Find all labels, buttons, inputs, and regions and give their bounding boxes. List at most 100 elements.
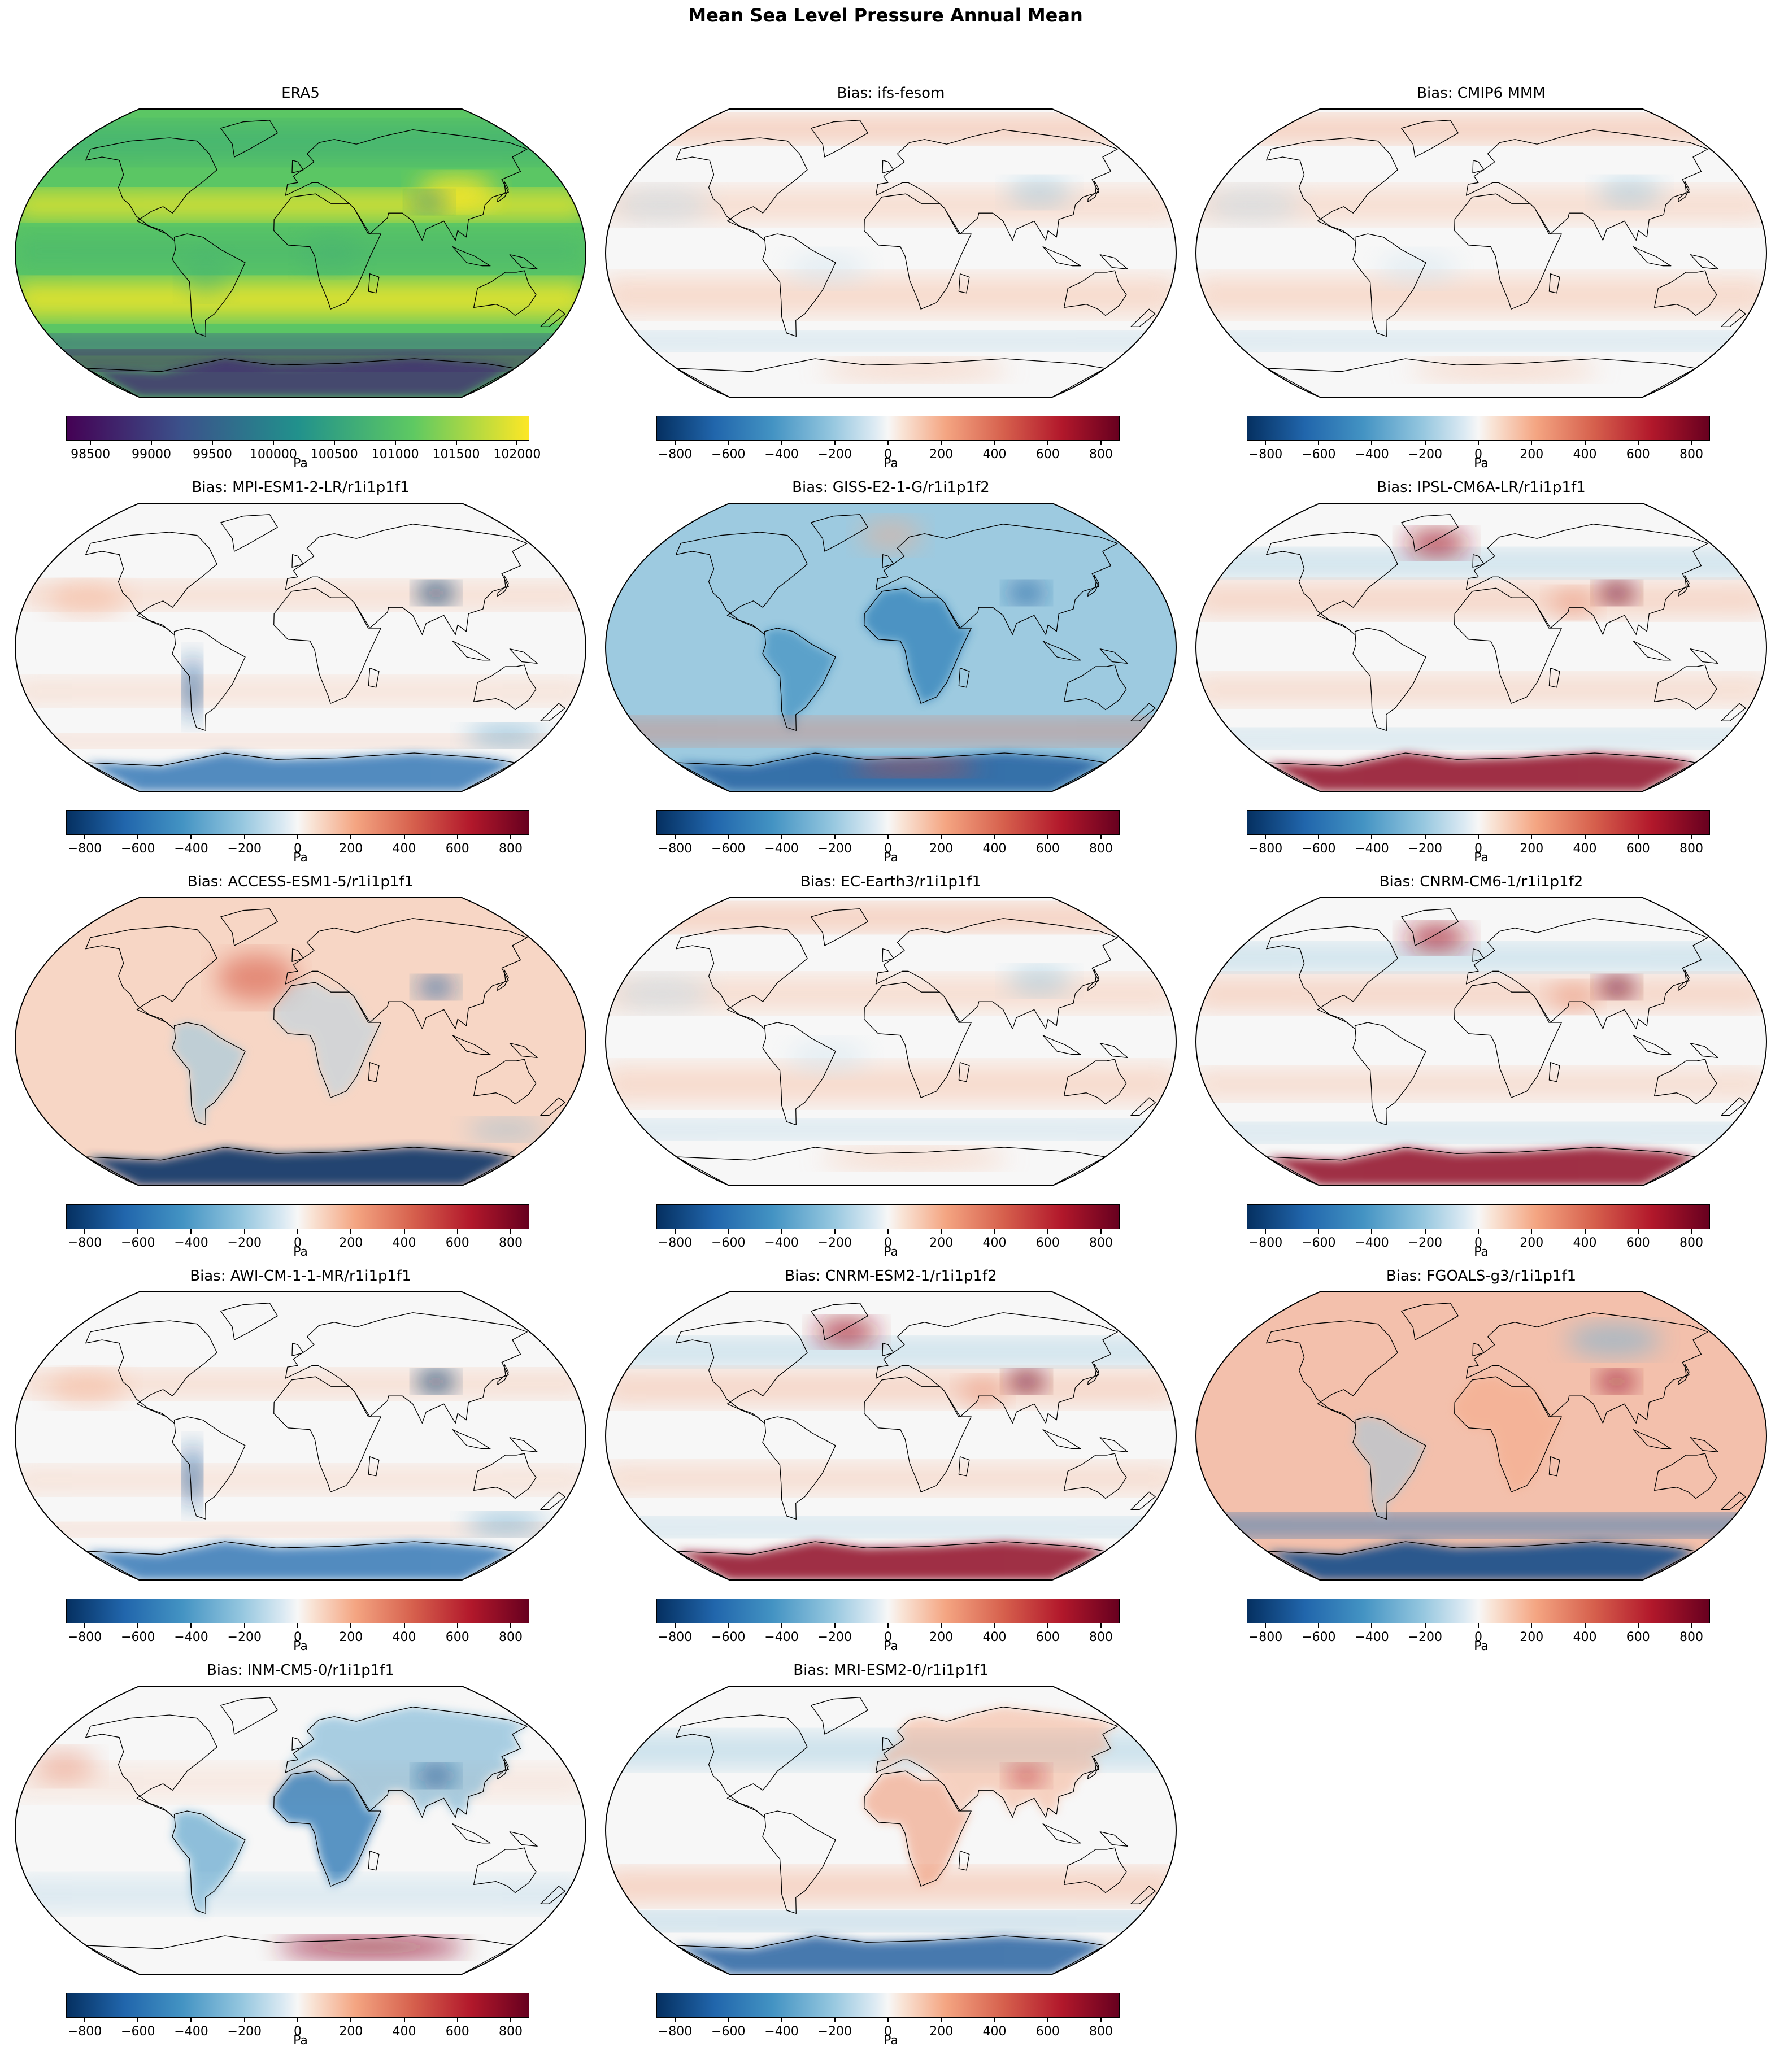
map-bias-8 (1195, 897, 1768, 1186)
map-field (1196, 109, 1766, 397)
colorbar-unit-label: Pa (1474, 1639, 1489, 1653)
colorbar-tick (1424, 1229, 1426, 1234)
coastline-uk (291, 948, 304, 962)
colorbar-tick-label: 0 (1474, 447, 1482, 462)
colorbar-tick (994, 2018, 995, 2022)
colorbar-tick (1691, 1623, 1692, 1628)
colorbar-tick (781, 835, 782, 839)
colorbar-tick-label: −800 (658, 2025, 693, 2039)
colorbar-tick (84, 1623, 85, 1628)
map-field (606, 1292, 1176, 1580)
colorbar-ticks: −800 −600 −400 −200 0 200 400 600 800 (656, 835, 1120, 857)
colorbar-tick-label: −200 (817, 2025, 852, 2039)
colorbar-tick (137, 2018, 139, 2022)
coastline-greenland (220, 1697, 278, 1735)
colorbar-tick (403, 1229, 405, 1234)
coastline-indonesia (452, 641, 491, 661)
map-panel: Bias: IPSL-CM6A-LR/r1i1p1f1 −800 −600 −400−… (1187, 479, 1771, 869)
map-field (1196, 1292, 1766, 1580)
map-panel: Bias: AWI-CM-1-1-MR/r1i1p1f1 −800 −600 −400… (7, 1268, 594, 1657)
coastline-eurasia (285, 1707, 528, 1818)
coastline-uk (882, 948, 894, 962)
colorbar-tick-label: 600 (1035, 842, 1060, 856)
coastline-japan (497, 1757, 509, 1779)
colorbar-tick (211, 441, 213, 445)
colorbar-tick (1584, 835, 1586, 839)
colorbar-tick-label: 0 (294, 842, 302, 856)
colorbar-tick-label: 200 (929, 1630, 954, 1644)
colorbar-tick (243, 1623, 245, 1628)
colorbar-tick (1100, 1229, 1102, 1234)
coastline-indonesia (1042, 641, 1081, 661)
coastline-africa (864, 193, 972, 310)
coastline-newguinea (1099, 1831, 1128, 1847)
coastlines (85, 1303, 565, 1580)
colorbar-ticks: −800 −600 −400 −200 0 200 400 600 800 (66, 2018, 529, 2040)
colorbar-tick (297, 1623, 298, 1628)
map-border (604, 1686, 1177, 1975)
coastline-japan (497, 1363, 509, 1385)
coastline-uk (882, 554, 894, 568)
colorbar-tick-label: −400 (1355, 1236, 1389, 1250)
colorbar (66, 810, 529, 835)
coastline-newguinea (1099, 1437, 1128, 1452)
map-panel: Bias: CMIP6 MMM −800 −600 −400 −200 0 200 400 60… (1187, 85, 1771, 475)
colorbar-tick (510, 2018, 511, 2022)
colorbar-ticks: −800 −600 −400 −200 0 200 400 600 800 (656, 441, 1120, 463)
coastline-samerica (172, 1810, 246, 1914)
colorbar-tick-label: 200 (929, 1236, 954, 1250)
colorbar-ticks: −800 −600 −400 −200 0 200 400 600 800 (656, 1229, 1120, 1252)
coastline-antarctica (676, 1147, 1106, 1186)
panel-title: Bias: AWI-CM-1-1-MR/r1i1p1f1 (190, 1268, 411, 1285)
coastline-namerica (1266, 926, 1398, 1029)
colorbar-tick (781, 441, 782, 445)
colorbar-tick-label: 100500 (310, 447, 358, 462)
colorbar (656, 1993, 1120, 2018)
coastline-nz (1721, 308, 1746, 327)
colorbar-ticks: −800 −600 −400 −200 0 200 400 600 800 (1247, 1229, 1710, 1252)
map-border (604, 108, 1177, 398)
coastline-indonesia (1042, 246, 1081, 267)
panel-title: Bias: ACCESS-ESM1-5/r1i1p1f1 (187, 873, 414, 890)
map-bias-4 (604, 503, 1177, 792)
map-border (14, 1291, 587, 1581)
map-bias-11 (1195, 1291, 1768, 1581)
colorbar-ticks: −800 −600 −400 −200 0 200 400 600 800 (66, 835, 529, 857)
colorbar-tick-label: −600 (121, 1630, 155, 1644)
colorbar-tick-label: 400 (392, 1236, 416, 1250)
map-era5-0 (14, 108, 587, 398)
colorbar-tick-label: 400 (982, 2025, 1007, 2039)
colorbar-tick-label: 99000 (132, 447, 172, 462)
colorbar-tick (1478, 1229, 1479, 1234)
coastline-madagascar (958, 668, 970, 688)
colorbar-tick (674, 2018, 676, 2022)
colorbar (1247, 1599, 1710, 1623)
coastline-antarctica (676, 1935, 1106, 1974)
colorbar-tick (887, 1623, 889, 1628)
colorbar-tick-label: −200 (817, 1236, 852, 1250)
colorbar-unit-label: Pa (884, 1639, 898, 1653)
map-bias-1 (604, 108, 1177, 398)
colorbar-tick-label: 100000 (249, 447, 297, 462)
colorbar-tick-label: −400 (764, 2025, 799, 2039)
coastline-australia (1653, 1059, 1717, 1105)
coastline-madagascar (368, 1851, 380, 1871)
coastline-uk (882, 1737, 894, 1751)
colorbar-tick-label: 200 (339, 842, 363, 856)
coastline-nz (1130, 703, 1156, 721)
coastline-eurasia (1465, 1312, 1708, 1424)
colorbar-tick (941, 1623, 942, 1628)
colorbar-tick-label: 200 (339, 2025, 363, 2039)
colorbar-tick-label: 600 (1626, 447, 1650, 462)
colorbar-tick-label: −600 (1302, 1236, 1336, 1250)
colorbar-tick (728, 1229, 729, 1234)
colorbar-tick-label: −400 (764, 447, 799, 462)
map-field (606, 503, 1176, 791)
coastline-uk (291, 1737, 304, 1751)
colorbar-tick (834, 441, 836, 445)
map-frame (12, 106, 589, 400)
colorbar-tick-label: 800 (499, 1630, 523, 1644)
colorbar-tick (1637, 1229, 1639, 1234)
colorbar-tick (941, 441, 942, 445)
colorbar-tick-label: 200 (1520, 1630, 1544, 1644)
